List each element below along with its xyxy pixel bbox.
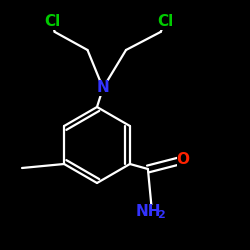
Text: Cl: Cl xyxy=(44,14,60,30)
Text: O: O xyxy=(176,152,190,168)
Text: 2: 2 xyxy=(157,210,165,220)
Text: NH: NH xyxy=(135,204,161,220)
Text: Cl: Cl xyxy=(157,14,173,30)
Text: N: N xyxy=(96,80,110,96)
